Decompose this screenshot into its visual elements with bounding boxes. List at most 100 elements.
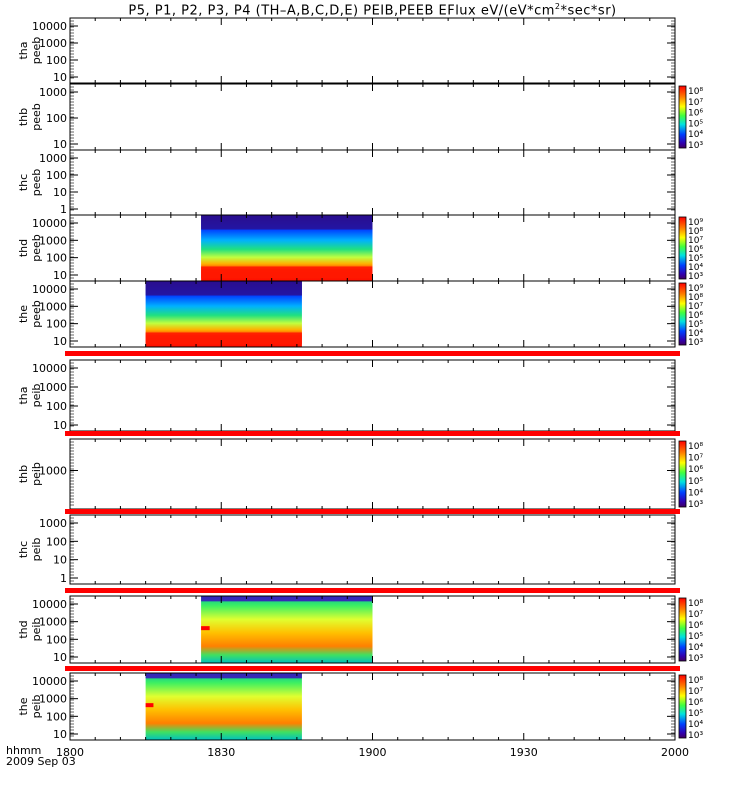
y-tick-label: 1 [60, 203, 67, 216]
y-tick-label: 10 [53, 554, 67, 567]
colorbar-label: 10⁸ [688, 227, 703, 237]
colorbar-label: 10⁹ [688, 218, 703, 228]
colorbar-label: 10⁸ [688, 676, 703, 686]
colorbar-label: 10⁵ [688, 254, 703, 264]
colorbar-label: 10⁶ [688, 465, 703, 475]
panel-label-instrument: peeb [30, 300, 43, 328]
y-tick-label: 100 [46, 169, 67, 182]
colorbar-the-peeb [678, 282, 687, 346]
colorbar-label: 10⁷ [688, 98, 703, 108]
flag-bar [65, 588, 680, 593]
panel-label-instrument: peib [30, 538, 43, 562]
y-tick-label: 100 [46, 112, 67, 125]
y-tick-label: 10 [53, 728, 67, 741]
y-tick-label: 10 [53, 269, 67, 282]
spectrogram-band-low-energy [201, 266, 373, 279]
spectrogram-band-top [145, 673, 302, 679]
colorbar-thb-peeb [678, 85, 687, 149]
y-tick-label: 1000 [39, 693, 67, 706]
y-tick-label: 1000 [39, 465, 67, 478]
panel-label-instrument: peib [30, 695, 43, 719]
y-tick-label: 10 [53, 335, 67, 348]
panel-frame [69, 149, 676, 216]
y-tick-label: 100 [46, 252, 67, 265]
colorbar-label: 10⁶ [688, 621, 703, 631]
colorbar-label: 10⁸ [688, 87, 703, 97]
spectrogram-band-marker [145, 703, 154, 708]
colorbar-label: 10³ [688, 338, 703, 348]
panel-label-probe: thb [17, 108, 30, 126]
colorbar-label: 10⁴ [688, 643, 703, 653]
panel-label-instrument: peib [30, 384, 43, 408]
colorbar-label: 10⁵ [688, 632, 703, 642]
colorbar-label: 10⁴ [688, 488, 703, 498]
panel-label-probe: the [17, 305, 30, 323]
flag-bar [65, 666, 680, 671]
panel-label-probe: tha [17, 386, 30, 404]
colorbar-label: 10⁸ [688, 293, 703, 303]
panel-frame [69, 359, 676, 432]
colorbar-label: 10⁷ [688, 454, 703, 464]
panel-label-instrument: peeb [30, 37, 43, 65]
y-tick-label: 1000 [39, 86, 67, 99]
y-tick-label: 10000 [32, 283, 67, 296]
y-tick-label: 1000 [39, 517, 67, 530]
x-unit-label: hhmm [6, 744, 42, 757]
chart-title: P5, P1, P2, P3, P4 (TH–A,B,C,D,E) PEIB,P… [128, 2, 617, 19]
y-tick-label: 100 [46, 535, 67, 548]
y-tick-label: 1000 [39, 37, 67, 50]
colorbar-label: 10⁶ [688, 245, 703, 255]
colorbar-label: 10³ [688, 500, 703, 510]
x-tick-label: 1830 [207, 746, 235, 759]
spectrogram-band-marker [201, 626, 210, 631]
panel-label-probe: thd [17, 620, 30, 638]
y-tick-label: 10 [53, 71, 67, 84]
colorbar-label: 10⁴ [688, 720, 703, 730]
colorbar-label: 10³ [688, 272, 703, 282]
y-tick-label: 100 [46, 710, 67, 723]
y-tick-label: 10000 [32, 598, 67, 611]
colorbar-label: 10⁵ [688, 320, 703, 330]
panel-label-probe: tha [17, 41, 30, 59]
y-tick-label: 100 [46, 633, 67, 646]
colorbar-label: 10⁵ [688, 477, 703, 487]
y-tick-label: 1000 [39, 234, 67, 247]
panel-label-probe: thb [17, 465, 30, 483]
panel-label-probe: thc [17, 541, 30, 558]
colorbar-label: 10⁴ [688, 130, 703, 140]
y-tick-label: 10000 [32, 362, 67, 375]
panel-label-probe: thc [17, 174, 30, 191]
colorbar-thb-peib [678, 440, 687, 508]
colorbar-label: 10⁷ [688, 302, 703, 312]
panel-frame [69, 83, 676, 151]
flag-bar [65, 509, 680, 514]
y-tick-label: 100 [46, 318, 67, 331]
panel-label-probe: the [17, 697, 30, 715]
y-tick-label: 1000 [39, 300, 67, 313]
flag-bar [65, 351, 680, 356]
y-tick-label: 10 [53, 651, 67, 664]
spectrogram-band-high-energy [145, 281, 302, 296]
colorbar-label: 10⁵ [688, 119, 703, 129]
y-tick-label: 1000 [39, 616, 67, 629]
colorbar-label: 10³ [688, 141, 703, 151]
panel-label-probe: thd [17, 239, 30, 257]
spectrogram-band-top [201, 596, 373, 602]
colorbar-thd-peeb [678, 216, 687, 280]
y-tick-label: 100 [46, 400, 67, 413]
panel-frame [69, 438, 676, 510]
y-tick-label: 10 [53, 138, 67, 151]
spectrogram-band-high-energy [201, 215, 373, 230]
x-tick-label: 1900 [359, 746, 387, 759]
colorbar-thd-peib [678, 597, 687, 662]
colorbar-label: 10⁴ [688, 329, 703, 339]
colorbar-label: 10⁸ [688, 599, 703, 609]
y-tick-label: 1 [60, 572, 67, 585]
y-tick-label: 1000 [39, 152, 67, 165]
y-tick-label: 100 [46, 54, 67, 67]
colorbar-label: 10⁷ [688, 687, 703, 697]
colorbar-label: 10⁸ [688, 442, 703, 452]
colorbar-label: 10⁶ [688, 109, 703, 119]
x-tick-label: 2000 [661, 746, 689, 759]
panel-label-instrument: peeb [30, 169, 43, 197]
